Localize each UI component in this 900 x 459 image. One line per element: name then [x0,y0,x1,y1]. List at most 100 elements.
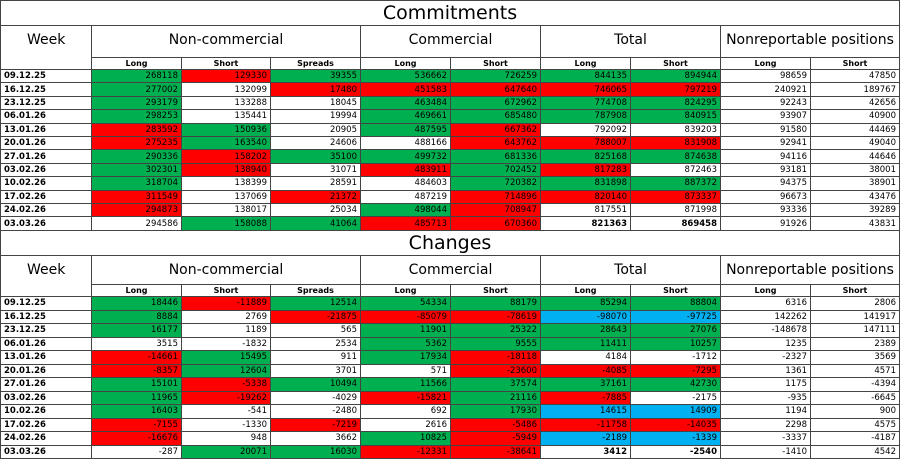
week-cell: 20.01.26 [1,137,92,151]
value-cell: 85294 [541,297,631,311]
value-cell: -21875 [271,310,361,324]
value-cell: -78619 [451,310,541,324]
column-header: Long [92,285,182,297]
value-cell: -1339 [631,432,721,446]
value-cell: 11566 [361,378,451,392]
week-cell: 09.12.25 [1,70,92,84]
week-cell: 24.02.26 [1,204,92,218]
value-cell: 28643 [541,324,631,338]
value-cell: 42656 [811,96,900,111]
value-cell: 872463 [631,163,721,178]
week-cell: 03.02.26 [1,163,92,178]
column-header: Short [451,285,541,297]
value-cell: -5338 [182,378,271,392]
column-header: Long [92,58,182,70]
value-cell: 15101 [92,378,182,392]
value-cell: 797219 [631,83,721,97]
value-cell: -12331 [361,445,451,459]
week-cell: 20.01.26 [1,364,92,378]
value-cell: 92941 [721,137,811,151]
value-cell: 47850 [811,70,900,84]
value-cell: 138940 [182,163,271,178]
value-cell: 49040 [811,137,900,151]
value-cell: 43831 [811,217,900,231]
value-cell: 774708 [541,96,631,111]
value-cell: 831908 [631,137,721,151]
value-cell: 35100 [271,150,361,164]
value-cell: 746065 [541,83,631,97]
value-cell: 3515 [92,337,182,351]
value-cell: -7155 [92,418,182,432]
week-cell: 27.01.26 [1,378,92,392]
value-cell: 294873 [92,204,182,218]
column-header: Long [721,58,811,70]
group-header: Total [541,256,721,285]
value-cell: 38901 [811,177,900,191]
value-cell: -148678 [721,324,811,338]
value-cell: 825168 [541,150,631,164]
value-cell: 293179 [92,96,182,111]
week-header: Week [1,26,92,70]
value-cell: 88179 [451,297,541,311]
value-cell: 692 [361,405,451,419]
value-cell: 41064 [271,217,361,231]
week-cell: 23.12.25 [1,96,92,111]
value-cell: 894944 [631,70,721,84]
value-cell: -2540 [631,445,721,459]
value-cell: 311549 [92,190,182,204]
value-cell: 88804 [631,297,721,311]
value-cell: 240921 [721,83,811,97]
value-cell: 571 [361,364,451,378]
value-cell: 17930 [451,405,541,419]
value-cell: 147111 [811,324,900,338]
value-cell: -18118 [451,351,541,365]
value-cell: -38641 [451,445,541,459]
column-header: Short [631,58,721,70]
column-header: Short [182,285,271,297]
value-cell: 20071 [182,445,271,459]
value-cell: -1712 [631,351,721,365]
value-cell: 2616 [361,418,451,432]
value-cell: 24606 [271,137,361,151]
value-cell: 4542 [811,445,900,459]
value-cell: 11411 [541,337,631,351]
value-cell: 672962 [451,96,541,111]
group-header: Nonreportable positions [721,26,900,58]
value-cell: -7885 [541,391,631,405]
value-cell: -7219 [271,418,361,432]
value-cell: 277002 [92,83,182,97]
value-cell: 91926 [721,217,811,231]
value-cell: 268118 [92,70,182,84]
value-cell: 39289 [811,204,900,218]
value-cell: 871998 [631,204,721,218]
value-cell: 831898 [541,177,631,191]
value-cell: 5362 [361,337,451,351]
value-cell: 14909 [631,405,721,419]
section-title: Changes [1,231,900,256]
value-cell: 1175 [721,378,811,392]
value-cell: 21116 [451,391,541,405]
value-cell: -1330 [182,418,271,432]
group-header: Commercial [361,256,541,285]
value-cell: -14661 [92,351,182,365]
value-cell: 18446 [92,297,182,311]
column-header: Long [721,285,811,297]
value-cell: 844135 [541,70,631,84]
value-cell: 469661 [361,110,451,124]
value-cell: 93336 [721,204,811,218]
value-cell: 824295 [631,96,721,111]
value-cell: 318704 [92,177,182,191]
value-cell: 485713 [361,217,451,231]
value-cell: 10494 [271,378,361,392]
value-cell: 158202 [182,150,271,164]
value-cell: 163540 [182,137,271,151]
value-cell: 487595 [361,123,451,137]
value-cell: 488166 [361,137,451,151]
column-header: Long [361,285,451,297]
value-cell: -7295 [631,364,721,378]
value-cell: 17480 [271,83,361,97]
value-cell: 874638 [631,150,721,164]
value-cell: 150936 [182,123,271,137]
value-cell: 9555 [451,337,541,351]
value-cell: 565 [271,324,361,338]
